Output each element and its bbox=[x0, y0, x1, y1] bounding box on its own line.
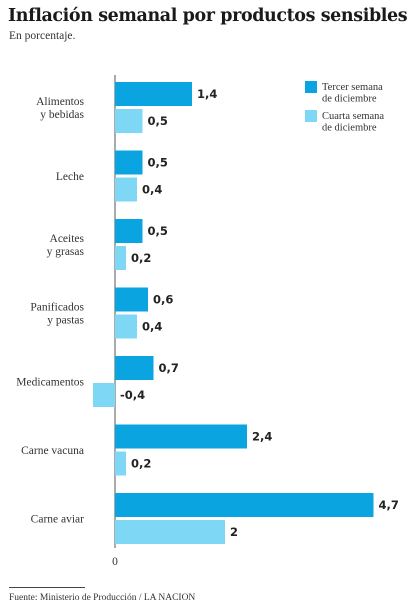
bar-tercer-semana bbox=[115, 424, 247, 449]
data-label: 0,5 bbox=[148, 114, 168, 128]
category-label: Carne vacuna bbox=[21, 445, 84, 457]
category-label: y bebidas bbox=[40, 109, 84, 121]
bar-cuarta-semana bbox=[115, 451, 126, 476]
bar-cuarta-semana bbox=[115, 109, 143, 133]
source-note: Fuente: Ministerio de Producción / LA NA… bbox=[9, 593, 196, 603]
category-label: y grasas bbox=[47, 246, 85, 258]
bar-tercer-semana bbox=[115, 219, 143, 243]
chart-title: Inflación semanal por productos sensible… bbox=[8, 6, 408, 26]
bar-cuarta-semana bbox=[115, 177, 137, 202]
category-label: Aceites bbox=[50, 233, 85, 245]
category-label: y pastas bbox=[47, 315, 84, 327]
bar-tercer-semana bbox=[115, 356, 154, 380]
legend-swatch bbox=[305, 110, 317, 122]
data-label: 2,4 bbox=[252, 430, 272, 444]
legend-label: de diciembre bbox=[322, 123, 377, 134]
category-label: Panificados bbox=[30, 302, 84, 314]
x-tick-label: 0 bbox=[112, 556, 118, 568]
legend-label: de diciembre bbox=[322, 94, 377, 105]
chart-subtitle: En porcentaje. bbox=[9, 30, 76, 42]
data-label: 0,5 bbox=[148, 156, 168, 170]
data-label: 0,4 bbox=[142, 320, 162, 334]
bar-tercer-semana bbox=[115, 150, 143, 175]
data-label: -0,4 bbox=[120, 388, 145, 402]
source-divider bbox=[9, 587, 85, 588]
category-label: Medicamentos bbox=[16, 377, 84, 389]
category-label: Alimentos bbox=[36, 96, 84, 108]
legend-label: Cuarta semana bbox=[322, 111, 384, 122]
legend-label: Tercer semana bbox=[322, 82, 383, 93]
data-label: 0,4 bbox=[142, 183, 162, 197]
bar-cuarta-semana bbox=[115, 246, 126, 270]
data-label: 0,2 bbox=[131, 251, 151, 265]
category-label: Leche bbox=[56, 171, 84, 183]
data-label: 2 bbox=[230, 525, 238, 539]
bar-cuarta-semana bbox=[115, 314, 137, 339]
data-label: 0,7 bbox=[159, 361, 179, 375]
bar-cuarta-semana bbox=[115, 520, 225, 544]
bar-tercer-semana bbox=[115, 287, 148, 312]
legend-swatch bbox=[305, 81, 317, 93]
category-label: Carne aviar bbox=[31, 514, 84, 526]
data-label: 0,6 bbox=[153, 293, 173, 307]
bar-tercer-semana bbox=[115, 493, 374, 517]
data-label: 4,7 bbox=[379, 498, 399, 512]
data-label: 1,4 bbox=[197, 87, 217, 101]
bar-tercer-semana bbox=[115, 82, 192, 106]
data-label: 0,5 bbox=[148, 224, 168, 238]
data-label: 0,2 bbox=[131, 457, 151, 471]
bar-cuarta-semana bbox=[93, 383, 115, 407]
